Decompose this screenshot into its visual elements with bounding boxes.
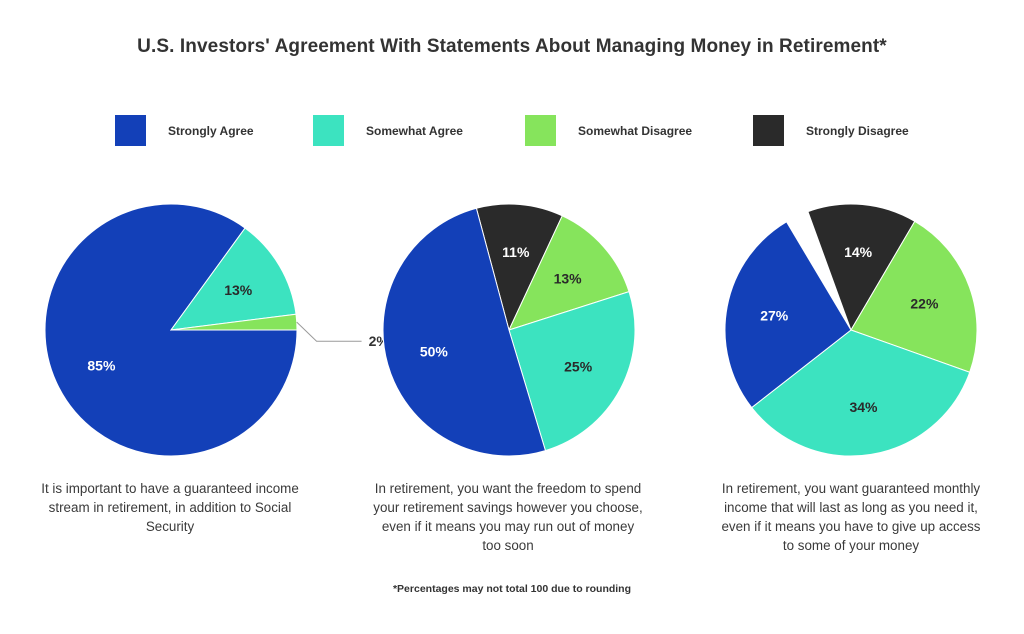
legend-label: Strongly Disagree bbox=[806, 123, 909, 138]
pie-3-caption: In retirement, you want guaranteed month… bbox=[721, 481, 981, 553]
footnote: *Percentages may not total 100 due to ro… bbox=[392, 583, 632, 595]
pie-3-slice-somewhat-disagree bbox=[850, 220, 978, 373]
legend-swatch bbox=[525, 115, 556, 146]
pie-2-label-strongly-disagree: 11% bbox=[502, 244, 530, 260]
legend-swatch bbox=[753, 115, 784, 146]
pie-2-label-somewhat-agree: 25% bbox=[564, 358, 593, 374]
legend-strongly-disagree: Strongly Disagree bbox=[753, 114, 909, 147]
pie-2-slice-strongly-agree bbox=[382, 207, 547, 457]
pie-2-slice-somewhat-agree bbox=[508, 291, 636, 452]
pie-3-slice-strongly-agree bbox=[724, 221, 852, 409]
pie-2-label-somewhat-disagree: 13% bbox=[554, 270, 583, 286]
legend-strongly-agree: Strongly Agree bbox=[115, 114, 254, 147]
pie-1-label-strongly-agree: 85% bbox=[87, 357, 116, 373]
pie-3-slice-strongly-disagree bbox=[807, 203, 916, 332]
pie-3-label-somewhat-agree: 34% bbox=[849, 399, 878, 415]
pie-2-slice-somewhat-disagree bbox=[508, 215, 630, 331]
legend-label: Strongly Agree bbox=[168, 123, 254, 138]
pie-3-label-somewhat-disagree: 22% bbox=[910, 295, 939, 311]
pie-1-slice-somewhat-agree bbox=[169, 227, 297, 331]
pie-3-label-strongly-disagree: 14% bbox=[844, 244, 873, 260]
pie-2-caption: In retirement, you want the freedom to s… bbox=[373, 481, 643, 553]
pie-2-label-strongly-agree: 50% bbox=[420, 343, 449, 359]
legend-swatch bbox=[115, 115, 146, 146]
pie-3-label-strongly-agree: 27% bbox=[760, 308, 789, 324]
pie-1-label-somewhat-agree: 13% bbox=[224, 282, 253, 298]
legend-somewhat-agree: Somewhat Agree bbox=[313, 114, 463, 147]
pie-1-caption: It is important to have a guaranteed inc… bbox=[41, 481, 299, 534]
pie-1-slice-somewhat-disagree bbox=[170, 313, 298, 331]
legend-label: Somewhat Agree bbox=[366, 123, 463, 138]
legend-swatch bbox=[313, 115, 344, 146]
chart-title: U.S. Investors' Agreement With Statement… bbox=[137, 36, 887, 57]
pie-1-leader-line bbox=[296, 321, 362, 342]
pie-3-slice-somewhat-agree bbox=[751, 329, 971, 457]
pie-2-slice-strongly-disagree bbox=[475, 203, 563, 332]
legend-somewhat-disagree: Somewhat Disagree bbox=[525, 114, 692, 147]
legend-label: Somewhat Disagree bbox=[578, 123, 693, 138]
